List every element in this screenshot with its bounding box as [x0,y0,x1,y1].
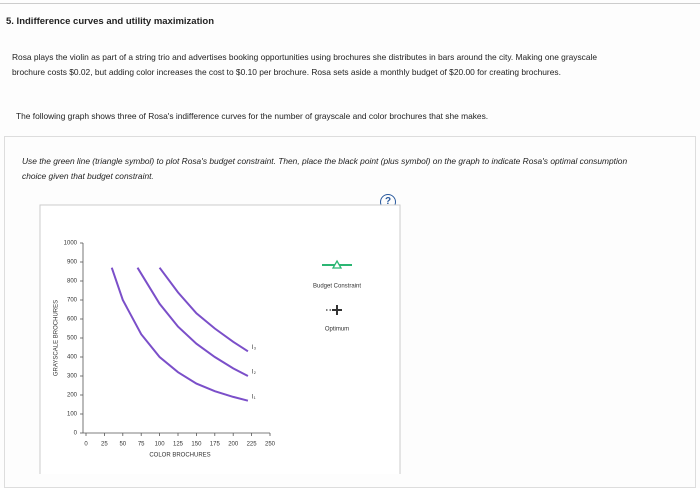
y-tick-label: 900 [67,260,78,266]
paragraph: Rosa plays the violin as part of a strin… [12,52,598,77]
y-tick-label: 700 [67,298,78,304]
x-tick-label: 125 [173,442,184,448]
legend-label: Optimum [325,327,349,333]
x-tick-label: 225 [247,442,258,448]
y-tick-label: 400 [67,355,78,361]
instruction: Use the green line (triangle symbol) to … [22,156,628,181]
y-tick-label: 300 [67,374,78,380]
x-tick-label: 250 [265,442,276,448]
x-axis-title: COLOR BROCHURES [149,453,210,459]
curve-label: I₃ [252,345,257,351]
legend-label: Budget Constraint [313,284,361,290]
x-tick-label: 50 [119,442,126,448]
chart: COLOR BROCHURES GRAYSCALE BROCHURES 0 100… [39,204,401,474]
y-tick-label: 800 [67,279,78,285]
divider [0,3,700,4]
y-tick-label: 200 [67,393,78,399]
y-tick-label: 0 [74,431,78,437]
y-axis-title: GRAYSCALE BROCHURES [54,300,60,376]
title: 5. Indifference curves and utility maxim… [6,16,215,27]
y-tick-label: 500 [67,336,78,342]
indifference-curve [110,267,249,402]
y-tick-label: 1000 [64,241,78,247]
x-tick-label: 175 [210,442,221,448]
x-tick-label: 150 [191,442,202,448]
curve-label: I₁ [252,394,256,400]
y-tick-label: 600 [67,317,78,323]
x-tick-label: 75 [138,442,145,448]
y-tick-label: 100 [67,412,78,418]
budget-tool-triangle [331,259,343,269]
x-tick-label: 200 [228,442,239,448]
curve-label: I₂ [252,370,257,376]
x-tick-label: 0 [84,442,88,448]
optimum-tool-plus [332,305,342,315]
page: 5. Indifference curves and utility maxim… [0,3,700,488]
indifference-curve [136,267,249,377]
x-tick-label: 100 [155,442,166,448]
chart-frame [39,204,401,474]
paragraph: The following graph shows three of Rosa'… [16,111,489,121]
x-tick-label: 25 [101,442,108,448]
indifference-curve [158,267,249,353]
